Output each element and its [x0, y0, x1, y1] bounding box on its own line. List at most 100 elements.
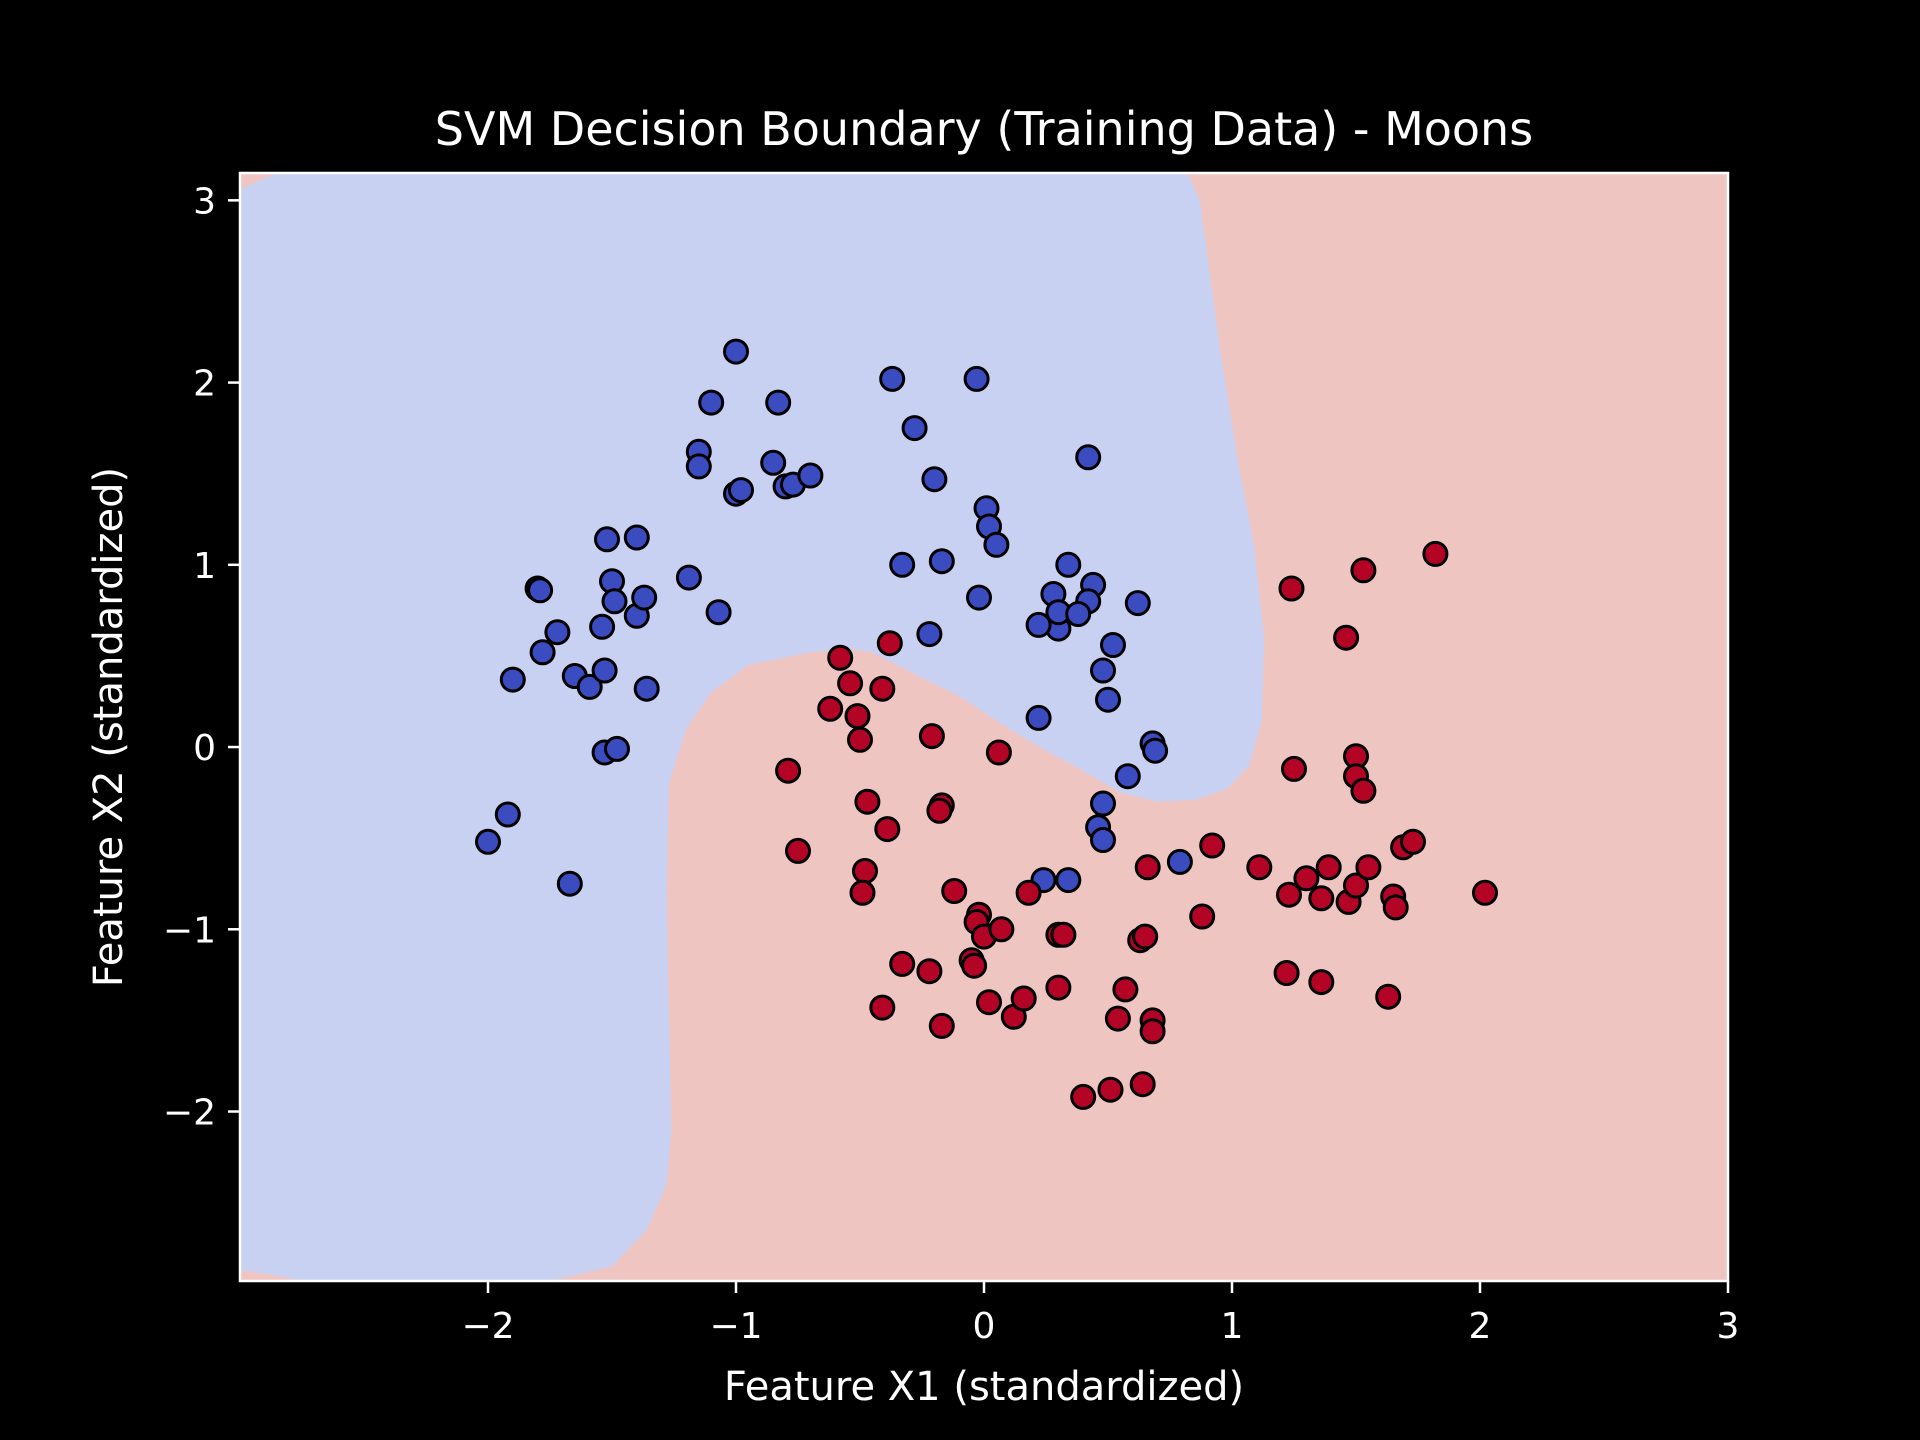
data-point-class-1 [1350, 777, 1377, 804]
data-point-class-1 [1199, 832, 1226, 859]
data-point-class-1 [1400, 828, 1426, 855]
data-point-class-0 [760, 449, 787, 476]
y-tick-label: 1 [193, 546, 216, 587]
y-tick-label: −1 [163, 910, 216, 951]
data-point-class-1 [852, 858, 878, 884]
data-point-class-1 [941, 878, 968, 904]
data-point-class-1 [1472, 879, 1498, 906]
data-point-class-0 [901, 415, 928, 442]
data-point-class-0 [966, 584, 992, 611]
data-point-class-1 [1281, 755, 1307, 782]
data-point-class-1 [869, 675, 896, 702]
data-point-class-1 [785, 837, 811, 864]
data-points [475, 338, 1498, 1110]
data-point-class-0 [623, 524, 650, 551]
data-point-class-0 [698, 389, 725, 416]
data-point-class-0 [1114, 763, 1141, 790]
data-point-class-0 [499, 666, 526, 693]
data-point-class-1 [847, 726, 873, 753]
data-point-class-0 [529, 639, 556, 666]
y-axis-label: Feature X2 (standardized) [86, 467, 132, 987]
data-point-class-1 [1132, 923, 1159, 950]
data-point-class-1 [775, 757, 802, 784]
plot-area [240, 173, 1728, 1281]
data-point-class-1 [1293, 865, 1320, 892]
data-point-class-1 [1375, 983, 1402, 1010]
data-point-class-0 [705, 599, 732, 626]
x-tick-label: −2 [461, 1306, 514, 1347]
data-point-class-0 [556, 870, 583, 897]
data-point-class-1 [844, 703, 871, 730]
data-point-class-1 [1112, 976, 1139, 1003]
x-tick-label: 0 [973, 1306, 996, 1347]
data-point-class-1 [827, 644, 854, 671]
data-point-class-0 [1065, 601, 1092, 627]
data-point-class-1 [1129, 1071, 1156, 1098]
data-point-class-1 [1333, 624, 1360, 651]
data-point-class-1 [926, 797, 953, 824]
data-point-class-0 [963, 365, 990, 392]
data-point-class-1 [874, 816, 901, 843]
x-axis-label: Feature X1 (standardized) [724, 1364, 1244, 1410]
data-point-class-0 [916, 621, 943, 648]
data-point-class-1 [837, 670, 864, 697]
data-point-class-0 [675, 564, 702, 591]
data-point-class-0 [591, 657, 618, 684]
data-point-class-1 [1355, 854, 1382, 881]
data-point-class-1 [1350, 557, 1377, 584]
data-point-class-1 [1139, 1018, 1166, 1045]
data-point-class-1 [1015, 879, 1042, 906]
data-point-class-1 [1308, 885, 1335, 912]
data-point-class-0 [604, 735, 630, 762]
data-point-class-1 [817, 695, 844, 722]
data-point-class-1 [1422, 540, 1449, 567]
data-point-class-1 [849, 879, 876, 906]
data-point-class-1 [985, 739, 1012, 766]
data-point-class-1 [1070, 1083, 1097, 1110]
data-point-class-0 [797, 462, 824, 489]
data-point-class-0 [685, 453, 712, 480]
data-point-class-0 [1124, 590, 1151, 617]
data-point-class-1 [928, 1012, 955, 1039]
data-point-class-1 [1273, 960, 1300, 986]
y-tick-label: 3 [193, 181, 216, 222]
data-point-class-1 [876, 630, 903, 657]
data-point-class-1 [1343, 872, 1369, 899]
data-point-class-0 [1075, 444, 1102, 471]
data-point-class-1 [988, 916, 1015, 943]
data-point-class-0 [765, 389, 792, 416]
data-point-class-0 [544, 619, 571, 646]
data-point-class-1 [1104, 1005, 1131, 1032]
data-point-class-1 [918, 723, 945, 750]
x-tick-label: −1 [709, 1306, 762, 1347]
data-point-class-0 [1025, 611, 1052, 638]
data-point-class-0 [1166, 848, 1193, 875]
data-point-class-0 [921, 466, 948, 493]
data-point-class-0 [589, 613, 616, 640]
data-point-class-1 [1050, 921, 1077, 948]
data-point-class-0 [594, 526, 620, 553]
data-point-class-1 [854, 788, 881, 815]
y-tick-label: 0 [193, 728, 216, 769]
x-tick-label: 1 [1221, 1306, 1244, 1347]
chart-title: SVM Decision Boundary (Training Data) - … [435, 102, 1533, 156]
data-point-class-0 [1090, 657, 1116, 684]
data-point-class-1 [1382, 894, 1409, 921]
data-point-class-1 [961, 952, 988, 979]
data-point-class-1 [889, 950, 916, 977]
decision-region-class-0 [240, 173, 1265, 1281]
data-point-class-0 [475, 828, 501, 855]
data-point-class-0 [1055, 867, 1082, 894]
data-point-class-1 [1246, 854, 1273, 881]
data-point-class-1 [1097, 1076, 1124, 1103]
data-point-class-1 [1278, 575, 1305, 602]
data-point-class-0 [633, 675, 660, 702]
x-tick-label: 3 [1717, 1306, 1740, 1347]
data-point-class-1 [1308, 969, 1335, 996]
x-tick-label: 2 [1469, 1306, 1492, 1347]
data-point-class-0 [1025, 704, 1052, 731]
data-point-class-0 [889, 551, 916, 578]
data-point-class-1 [1315, 854, 1342, 881]
data-point-class-1 [976, 989, 1002, 1016]
data-point-class-1 [1010, 985, 1037, 1012]
